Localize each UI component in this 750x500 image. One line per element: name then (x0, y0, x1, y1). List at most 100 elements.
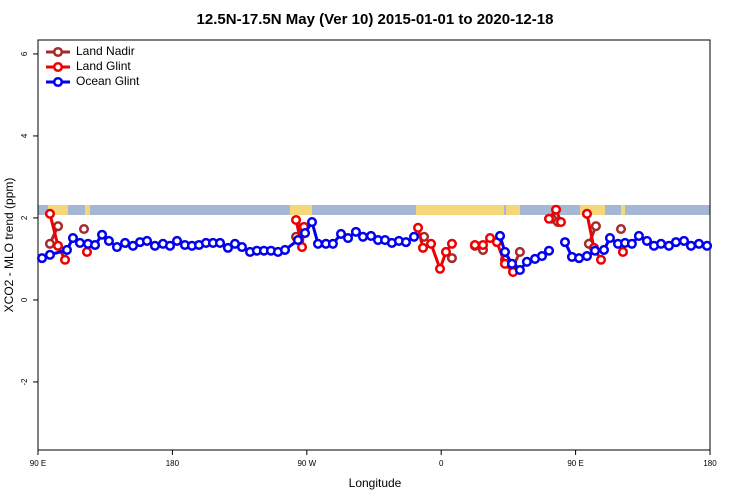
data-point (327, 238, 338, 249)
data-point (59, 254, 71, 265)
data-point (164, 240, 176, 251)
data-point (36, 253, 48, 264)
y-axis-label: XCO2 - MLO trend (ppm) (2, 178, 16, 313)
data-point (543, 213, 555, 224)
data-point (111, 242, 123, 253)
data-point (52, 240, 64, 251)
data-point (81, 246, 93, 258)
data-point (446, 253, 458, 264)
land-ocean-strip (38, 205, 710, 215)
data-point (89, 239, 101, 251)
data-point (555, 216, 567, 228)
data-point (357, 231, 368, 242)
data-point (494, 230, 506, 242)
x-tick-label: 0 (439, 459, 444, 468)
data-point (425, 238, 437, 249)
data-point (626, 238, 637, 249)
data-point (521, 256, 532, 267)
data-point (335, 228, 347, 239)
data-point (296, 242, 308, 253)
x-tick-label: 180 (703, 459, 717, 468)
data-point (604, 232, 615, 244)
x-tick-label: 90 E (567, 459, 583, 468)
data-point (214, 237, 226, 248)
legend-label: Land Nadir (76, 44, 135, 58)
data-point (342, 232, 354, 244)
data-point (573, 253, 585, 264)
data-point (299, 228, 311, 239)
x-tick-label: 180 (166, 459, 180, 468)
legend-label: Ocean Glint (76, 74, 140, 88)
data-point (434, 263, 446, 274)
data-point (581, 251, 592, 262)
data-point (408, 231, 420, 242)
data-point (78, 223, 90, 235)
data-point (514, 246, 525, 258)
data-point (44, 208, 55, 219)
data-point (514, 264, 525, 276)
y-tick-label: 4 (20, 133, 29, 138)
data-point (306, 216, 318, 228)
data-point (149, 240, 160, 251)
data-point (633, 230, 644, 242)
data-point (595, 254, 607, 265)
data-point (120, 237, 131, 248)
data-point (685, 240, 697, 251)
data-point (506, 258, 518, 269)
data-point (446, 238, 458, 249)
data-point (693, 238, 704, 249)
data-point (581, 208, 592, 219)
data-point (279, 244, 291, 255)
data-point (103, 235, 114, 246)
x-axis-label: Longitude (349, 476, 402, 490)
data-point (617, 246, 628, 258)
data-point (44, 249, 55, 260)
data-point (469, 239, 480, 251)
legend-marker (52, 61, 64, 73)
data-point (365, 230, 377, 242)
data-point (615, 223, 627, 235)
data-point (400, 237, 412, 248)
data-point (536, 251, 548, 262)
legend-label: Land Glint (76, 59, 131, 73)
data-point (550, 204, 562, 215)
data-point (292, 235, 304, 246)
data-point (701, 240, 713, 251)
legend-marker (52, 46, 64, 58)
data-point (171, 235, 183, 246)
data-point (97, 229, 108, 240)
data-point (590, 221, 601, 232)
legend-marker (52, 76, 64, 88)
data-point (312, 238, 324, 249)
data-point (477, 239, 489, 251)
data-point (52, 221, 64, 232)
data-point (236, 242, 248, 253)
data-point (499, 246, 511, 258)
data-point (655, 238, 667, 249)
data-point (484, 232, 496, 244)
data-point (350, 226, 361, 237)
data-point (67, 232, 78, 244)
y-tick-label: 6 (20, 51, 29, 56)
data-point (61, 244, 73, 255)
data-point (598, 244, 610, 255)
data-point (559, 237, 571, 248)
data-point (141, 235, 153, 246)
data-point (44, 238, 55, 249)
data-point (74, 237, 86, 248)
chart-title: 12.5N-17.5N May (Ver 10) 2015-01-01 to 2… (197, 11, 554, 28)
data-point (222, 242, 234, 253)
data-point (678, 235, 690, 246)
y-tick-label: -2 (20, 378, 29, 386)
y-tick-label: 0 (20, 297, 29, 302)
x-tick-label: 90 E (30, 459, 46, 468)
data-point (589, 245, 601, 256)
data-point (417, 242, 429, 253)
data-point (543, 245, 555, 256)
y-tick-label: 2 (20, 215, 29, 220)
data-point (440, 246, 452, 258)
data-point (641, 235, 653, 246)
data-point (413, 222, 424, 233)
data-point (670, 237, 682, 248)
